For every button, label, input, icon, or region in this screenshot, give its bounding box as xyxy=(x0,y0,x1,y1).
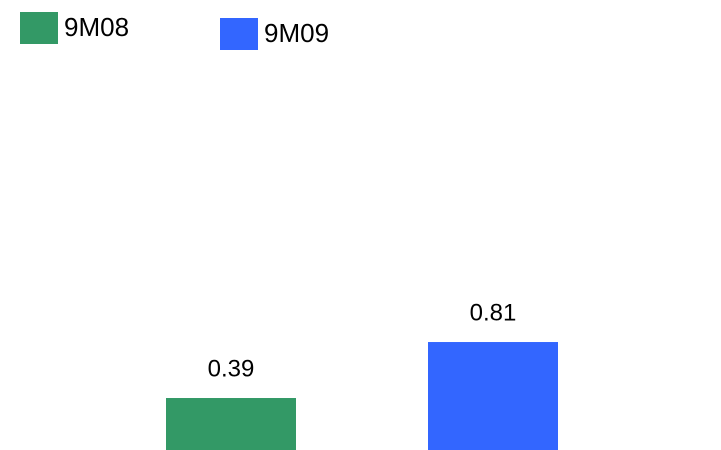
legend-swatch xyxy=(220,18,258,50)
legend-label: 9M08 xyxy=(64,12,129,42)
legend-swatch xyxy=(20,12,58,44)
value-label: 0.81 xyxy=(470,299,517,326)
value-label: 0.39 xyxy=(208,355,255,382)
bar xyxy=(166,398,296,450)
legend-label: 9M09 xyxy=(264,18,329,48)
bar xyxy=(428,342,558,450)
